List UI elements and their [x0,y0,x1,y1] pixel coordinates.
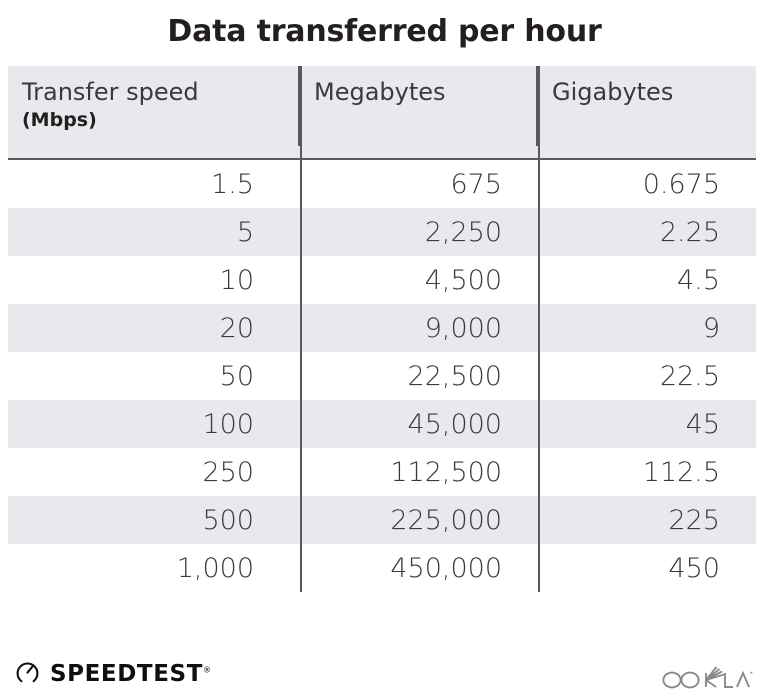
cell-transfer-speed: 500 [202,504,254,536]
cell-gigabytes: 2.25 [538,208,756,256]
table-body: 1.5 675 0.675 5 2,250 2.25 10 4,500 4.5 … [8,159,756,592]
column-header-megabytes: Megabytes [298,66,538,160]
table-header: Transfer speed (Mbps) Megabytes Gigabyte… [8,66,756,160]
cell-megabytes: 112,500 [300,448,538,496]
column-header-transfer-speed-unit: (Mbps) [22,108,97,131]
page-title: Data transferred per hour [167,14,602,49]
table-header-row: Transfer speed (Mbps) Megabytes Gigabyte… [8,66,756,160]
speedtest-trademark: ® [203,664,211,674]
cell-transfer-speed: 5 [236,216,254,248]
cell-megabytes: 9,000 [300,304,538,352]
table-row: 1,000 450,000 450 [8,544,756,592]
cell-transfer-speed: 1.5 [211,168,254,200]
table-row: 500 225,000 225 [8,496,756,544]
cell-megabytes: 225,000 [300,496,538,544]
cell-gigabytes: 0.675 [538,159,756,208]
cell-gigabytes: 45 [538,400,756,448]
footer: SPEEDTEST® [0,648,769,698]
table-row: 250 112,500 112.5 [8,448,756,496]
speedtest-wordmark-text: SPEEDTEST [50,660,203,687]
cell-gigabytes: 225 [538,496,756,544]
cell-megabytes: 4,500 [300,256,538,304]
cell-megabytes: 2,250 [300,208,538,256]
cell-gigabytes: 4.5 [538,256,756,304]
cell-gigabytes: 9 [538,304,756,352]
table-row: 5 2,250 2.25 [8,208,756,256]
table-row: 100 45,000 45 [8,400,756,448]
speedtest-logo: SPEEDTEST® [14,658,211,690]
data-table-container: Transfer speed (Mbps) Megabytes Gigabyte… [8,66,756,592]
cell-transfer-speed: 20 [219,312,254,344]
table-row: 50 22,500 22.5 [8,352,756,400]
column-header-transfer-speed-label: Transfer speed [22,78,199,106]
cell-transfer-speed: 1,000 [176,552,254,584]
speedtest-wordmark: SPEEDTEST® [50,660,211,687]
cell-transfer-speed: 250 [202,456,254,488]
data-table: Transfer speed (Mbps) Megabytes Gigabyte… [8,66,756,592]
table-row: 20 9,000 9 [8,304,756,352]
cell-megabytes: 675 [300,159,538,208]
cell-gigabytes: 450 [538,544,756,592]
table-row: 10 4,500 4.5 [8,256,756,304]
cell-megabytes: 45,000 [300,400,538,448]
cell-megabytes: 22,500 [300,352,538,400]
cell-megabytes: 450,000 [300,544,538,592]
cell-gigabytes: 22.5 [538,352,756,400]
ookla-logo-icon [661,662,753,692]
cell-transfer-speed: 100 [202,408,254,440]
column-header-gigabytes: Gigabytes [536,66,756,160]
column-header-transfer-speed: Transfer speed (Mbps) [8,66,300,160]
column-header-megabytes-label: Megabytes [314,78,446,106]
cell-gigabytes: 112.5 [538,448,756,496]
column-header-gigabytes-label: Gigabytes [552,78,674,106]
table-row: 1.5 675 0.675 [8,159,756,208]
cell-transfer-speed: 10 [219,264,254,296]
cell-transfer-speed: 50 [219,360,254,392]
speedometer-icon [14,658,41,690]
